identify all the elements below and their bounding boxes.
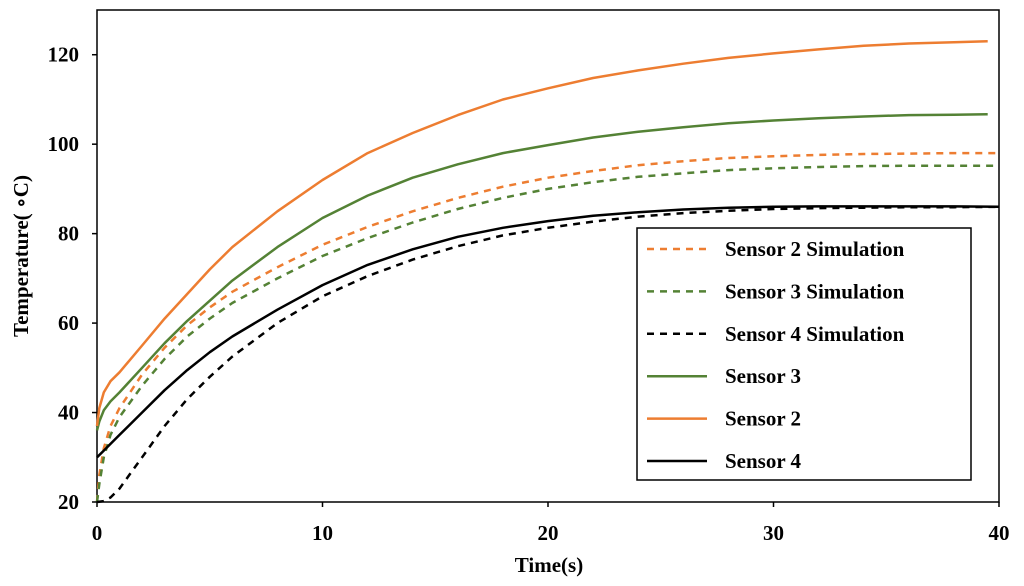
legend-item-sensor-4: Sensor 4 <box>647 449 802 473</box>
legend: Sensor 2 Simulation Sensor 3 Simulation Se… <box>636 227 972 481</box>
legend-label: Sensor 4 <box>725 449 802 473</box>
x-tick-label: 40 <box>989 521 1010 545</box>
y-tick-label: 40 <box>58 401 79 425</box>
legend-item-sensor-2: Sensor 2 <box>647 407 801 431</box>
series-line-sensor-3-simulation <box>95 164 999 503</box>
y-tick-label: 80 <box>58 222 79 246</box>
legend-item-sensor-3: Sensor 3 <box>647 364 801 388</box>
legend-label: Sensor 3 Simulation <box>725 279 905 303</box>
series-line-sensor-2 <box>95 40 988 427</box>
series-layer <box>95 40 1000 504</box>
series-line-sensor-4-simulation <box>96 205 1000 504</box>
legend-items: Sensor 2 Simulation Sensor 3 Simulation Se… <box>647 237 905 473</box>
series-line-sensor-2-simulation <box>95 151 999 503</box>
series-line-sensor-3 <box>95 112 988 431</box>
y-tick-label: 100 <box>48 132 80 156</box>
legend-item-sensor-2-simulation: Sensor 2 Simulation <box>647 237 905 261</box>
x-tick-label: 20 <box>538 521 559 545</box>
y-tick-label: 20 <box>58 490 79 514</box>
x-axis-title: Time(s) <box>515 553 583 577</box>
x-tick-label: 30 <box>763 521 784 545</box>
legend-label: Sensor 2 Simulation <box>725 237 905 261</box>
legend-label: Sensor 4 Simulation <box>725 322 905 346</box>
legend-item-sensor-3-simulation: Sensor 3 Simulation <box>647 279 905 303</box>
legend-label: Sensor 2 <box>725 407 801 431</box>
legend-item-sensor-4-simulation: Sensor 4 Simulation <box>647 322 905 346</box>
tick-layer: 0 10 20 30 40 20 40 60 80 100 120 <box>48 43 1010 545</box>
x-tick-label: 0 <box>92 521 103 545</box>
series-line-sensor-4 <box>96 205 1000 459</box>
legend-frame <box>636 227 972 481</box>
x-tick-label: 10 <box>312 521 333 545</box>
y-tick-label: 120 <box>48 43 80 67</box>
y-tick-label: 60 <box>58 311 79 335</box>
legend-label: Sensor 3 <box>725 364 801 388</box>
y-axis-title: Temperature( ∘C) <box>9 175 33 337</box>
